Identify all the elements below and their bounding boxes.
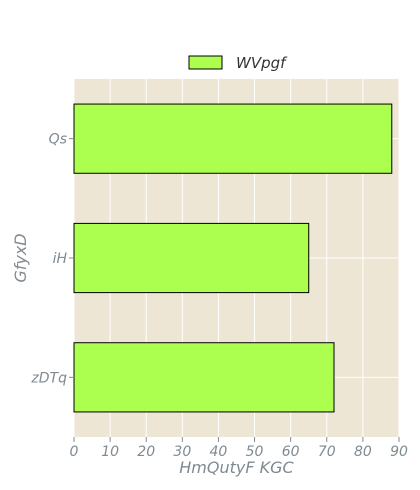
y-tick-label: Qs [49, 132, 67, 148]
y-axis-ticks: Qs iH zDTq [30, 132, 74, 386]
y-axis-title: GfyxD [11, 233, 30, 282]
bar [73, 222, 310, 294]
bar [73, 103, 393, 174]
x-axis-ticks: 0 10 20 30 40 50 60 70 80 90 [70, 437, 408, 460]
x-tick-label: 80 [354, 444, 372, 460]
y-tick-label: iH [53, 251, 68, 267]
y-tick-label: zDTq [30, 370, 67, 386]
x-tick-label: 70 [318, 444, 336, 460]
x-tick-label: 20 [137, 444, 155, 460]
x-tick-label: 90 [390, 444, 408, 460]
bars [73, 103, 393, 413]
x-tick-label: 10 [101, 444, 119, 460]
bar [73, 342, 335, 413]
x-tick-label: 60 [282, 444, 300, 460]
x-tick-label: 0 [70, 444, 79, 460]
x-tick-label: 50 [246, 444, 264, 460]
x-tick-label: 30 [173, 444, 191, 460]
x-tick-label: 40 [210, 444, 228, 460]
x-axis-title: HmQutyF KGC [179, 458, 294, 477]
legend: WVpgf [188, 54, 288, 72]
legend-label: WVpgf [236, 54, 288, 72]
legend-swatch [188, 55, 223, 70]
